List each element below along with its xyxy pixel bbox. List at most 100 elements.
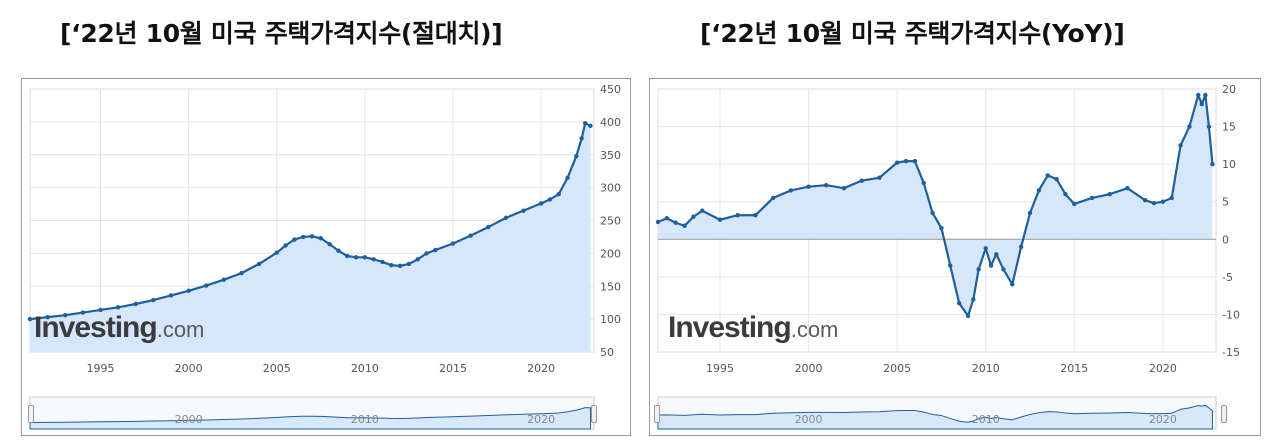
data-point bbox=[664, 216, 670, 221]
x-tick-label: 1995 bbox=[706, 362, 734, 375]
navigator-tick-label: 2000 bbox=[795, 413, 823, 426]
y-tick-label: 10 bbox=[1222, 158, 1236, 171]
data-point bbox=[1196, 92, 1201, 98]
y-tick-label: 350 bbox=[600, 149, 621, 162]
data-point bbox=[327, 241, 332, 247]
data-point bbox=[682, 223, 687, 228]
y-tick-label: 15 bbox=[1222, 121, 1236, 134]
navigator-right-handle[interactable] bbox=[1221, 405, 1227, 423]
navigator-left-handle[interactable] bbox=[28, 405, 34, 423]
logo-suffix-text: .com bbox=[790, 317, 839, 342]
data-point bbox=[1107, 192, 1112, 197]
left-chart-title: [‘22년 10월 미국 주택가격지수(절대치)] bbox=[60, 19, 503, 48]
data-point bbox=[1206, 124, 1212, 129]
data-point bbox=[318, 236, 324, 241]
x-tick-label: 2010 bbox=[972, 362, 1000, 375]
data-point bbox=[98, 307, 103, 313]
data-point bbox=[582, 120, 588, 126]
data-point bbox=[753, 213, 758, 218]
navigator-series bbox=[657, 404, 1213, 430]
data-point bbox=[371, 257, 376, 262]
data-point bbox=[1001, 267, 1006, 272]
data-point bbox=[921, 180, 926, 186]
x-tick-label: 2015 bbox=[439, 362, 467, 375]
investing-logo: Investing.com bbox=[668, 311, 838, 345]
data-point bbox=[300, 234, 306, 240]
data-point bbox=[538, 201, 544, 206]
data-point bbox=[1160, 199, 1166, 204]
data-point bbox=[1027, 210, 1033, 216]
series-line bbox=[29, 122, 591, 321]
navigator-tick-label: 2010 bbox=[351, 413, 379, 426]
data-point bbox=[274, 250, 279, 255]
data-point bbox=[1089, 195, 1095, 201]
x-tick-label: 2015 bbox=[1060, 362, 1088, 375]
data-point bbox=[353, 255, 359, 260]
data-point bbox=[1199, 101, 1205, 107]
data-point bbox=[903, 158, 909, 164]
data-point bbox=[1178, 143, 1183, 148]
data-point bbox=[971, 297, 976, 302]
data-point bbox=[1142, 198, 1148, 203]
navigator-tick-label: 2020 bbox=[527, 413, 555, 426]
navigator-tick-label: 2010 bbox=[972, 413, 1000, 426]
y-tick-label: 250 bbox=[600, 215, 621, 228]
data-point bbox=[859, 178, 864, 183]
data-point bbox=[894, 160, 900, 165]
data-point bbox=[133, 301, 138, 307]
x-tick-label: 2000 bbox=[175, 362, 203, 375]
absolute-index-chart: 50 100 150 200 250 300 350 400 450 1995 2000 2005 20… bbox=[27, 83, 621, 430]
data-point bbox=[186, 288, 191, 294]
data-point bbox=[912, 158, 918, 164]
navigator-right-handle[interactable] bbox=[591, 405, 597, 423]
y-tick-label: -10 bbox=[1222, 308, 1240, 321]
data-point bbox=[63, 312, 68, 318]
data-point bbox=[700, 208, 705, 213]
data-point bbox=[556, 192, 561, 197]
data-point bbox=[168, 293, 174, 298]
y-tick-label: 5 bbox=[1222, 196, 1229, 209]
data-point bbox=[673, 220, 678, 225]
data-point bbox=[450, 241, 456, 246]
yoy-index-chart-panel: -15 -10 -5 0 5 10 15 20 1995 2000 2005 2010 2015 2020… bbox=[649, 78, 1261, 436]
navigator-tick-label: 2020 bbox=[1149, 413, 1177, 426]
data-point bbox=[717, 217, 723, 222]
data-point bbox=[939, 225, 944, 231]
y-tick-label: 450 bbox=[600, 83, 621, 96]
y-tick-label: 200 bbox=[600, 247, 621, 260]
y-tick-label: 150 bbox=[600, 280, 621, 293]
data-point bbox=[1018, 244, 1024, 249]
x-tick-label: 2005 bbox=[263, 362, 291, 375]
data-point bbox=[841, 185, 847, 191]
series-area-fill bbox=[658, 95, 1213, 316]
y-tick-label: 0 bbox=[1222, 233, 1229, 246]
data-point bbox=[283, 243, 288, 248]
x-tick-label: 2005 bbox=[883, 362, 911, 375]
data-point bbox=[806, 184, 811, 189]
x-tick-label: 2000 bbox=[795, 362, 823, 375]
data-point bbox=[115, 305, 121, 310]
data-point bbox=[877, 175, 882, 180]
data-point bbox=[27, 316, 33, 322]
data-point bbox=[80, 310, 86, 315]
navigator-left-handle[interactable] bbox=[654, 405, 660, 423]
data-point bbox=[239, 270, 244, 276]
x-tick-label: 1995 bbox=[87, 362, 115, 375]
data-point bbox=[380, 259, 385, 265]
data-point bbox=[565, 175, 570, 180]
data-point bbox=[588, 123, 593, 129]
y-tick-label: 400 bbox=[600, 116, 621, 129]
data-point bbox=[486, 224, 491, 230]
data-point bbox=[994, 252, 999, 257]
data-point bbox=[574, 153, 579, 159]
data-point bbox=[336, 248, 341, 253]
data-point bbox=[965, 313, 971, 319]
data-point bbox=[547, 197, 553, 202]
data-point bbox=[151, 297, 156, 303]
y-tick-label: 50 bbox=[600, 346, 614, 359]
data-point bbox=[433, 247, 438, 253]
data-point bbox=[1045, 173, 1050, 178]
data-point bbox=[579, 136, 584, 141]
y-tick-label: 20 bbox=[1222, 83, 1236, 96]
data-point bbox=[1210, 161, 1215, 167]
